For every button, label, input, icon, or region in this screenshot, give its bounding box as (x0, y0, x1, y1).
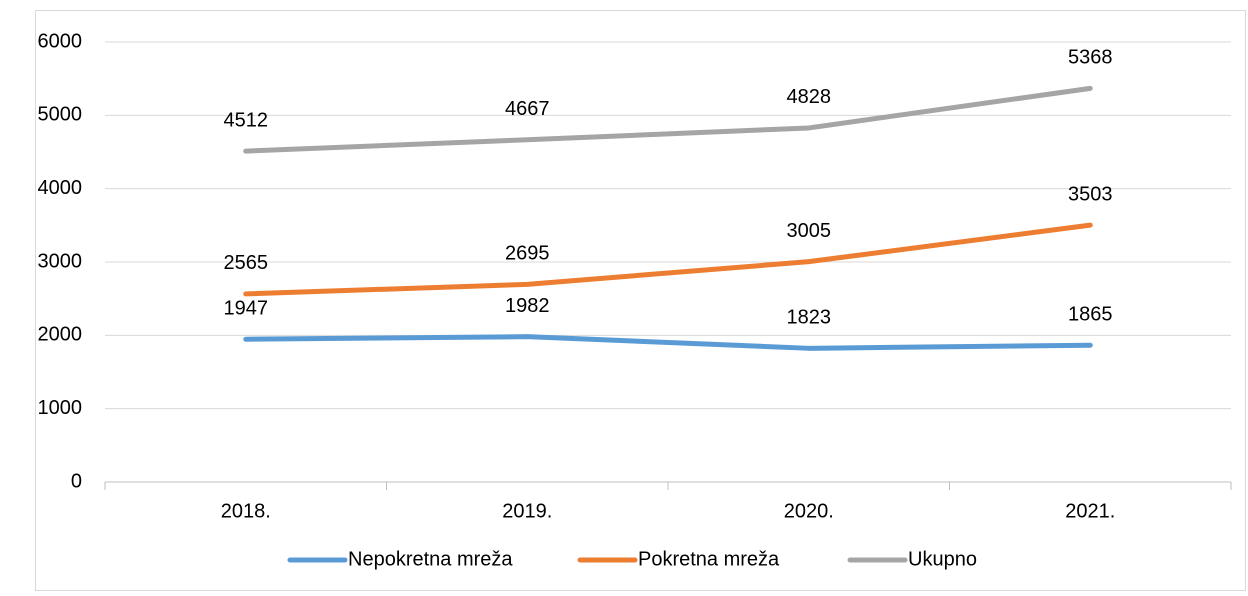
legend-label: Pokretna mreža (638, 548, 780, 570)
data-label: 5368 (1068, 47, 1113, 69)
y-tick-label: 6000 (38, 30, 83, 52)
x-tick-label: 2021. (1065, 500, 1115, 522)
data-label: 2565 (224, 252, 269, 274)
data-label: 1947 (224, 298, 269, 320)
chart-frame (35, 10, 1246, 591)
y-tick-label: 5000 (38, 104, 83, 126)
x-tick-label: 2018. (221, 500, 271, 522)
data-label: 4512 (224, 109, 269, 131)
x-tick-label: 2019. (502, 500, 552, 522)
data-label: 1865 (1068, 304, 1113, 326)
series-line (243, 222, 1093, 297)
legend-label: Ukupno (908, 548, 977, 570)
x-tick-label: 2020. (784, 500, 834, 522)
data-label: 3005 (787, 220, 832, 242)
y-tick-label: 0 (71, 470, 82, 492)
data-label: 2695 (505, 243, 550, 265)
y-tick-label: 2000 (38, 324, 83, 346)
series-line (243, 85, 1093, 154)
series-line (243, 334, 1093, 351)
data-label: 3503 (1068, 183, 1113, 205)
y-tick-label: 1000 (38, 397, 83, 419)
y-tick-label: 3000 (38, 250, 83, 272)
data-label: 4828 (787, 86, 832, 108)
data-label: 1823 (787, 307, 832, 329)
data-label: 4667 (505, 98, 550, 120)
data-label: 1982 (505, 295, 550, 317)
y-tick-label: 4000 (38, 177, 83, 199)
legend-label: Nepokretna mreža (348, 548, 513, 570)
